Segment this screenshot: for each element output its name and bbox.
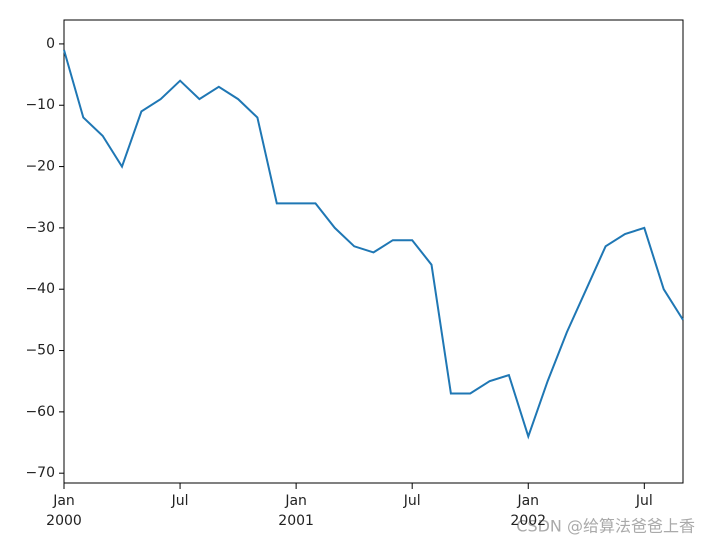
y-tick-label: −10 <box>25 97 55 113</box>
line-series <box>63 49 684 440</box>
x-tick-label: Jul <box>403 493 421 509</box>
y-tick-label: −20 <box>25 159 55 175</box>
x-tick-year: 2001 <box>278 513 314 529</box>
x-tick-label: Jul <box>171 493 189 509</box>
plot-frame <box>63 19 684 484</box>
x-tick-year: 2000 <box>46 513 82 529</box>
y-tick-label: −50 <box>25 343 55 359</box>
x-tick-label: Jul <box>635 493 653 509</box>
y-tick-label: −30 <box>25 220 55 236</box>
y-tick-label: 0 <box>46 36 55 52</box>
y-tick-label: −60 <box>25 404 55 420</box>
y-tick-label: −70 <box>25 465 55 481</box>
x-tick-year: 2002 <box>510 513 546 529</box>
x-tick-label: Jan <box>284 493 307 509</box>
x-tick-label: Jan <box>52 493 75 509</box>
watermark: CSDN @给算法爸爸上香 <box>516 517 695 536</box>
y-tick-label: −40 <box>25 281 55 297</box>
x-tick-label: Jan <box>516 493 539 509</box>
